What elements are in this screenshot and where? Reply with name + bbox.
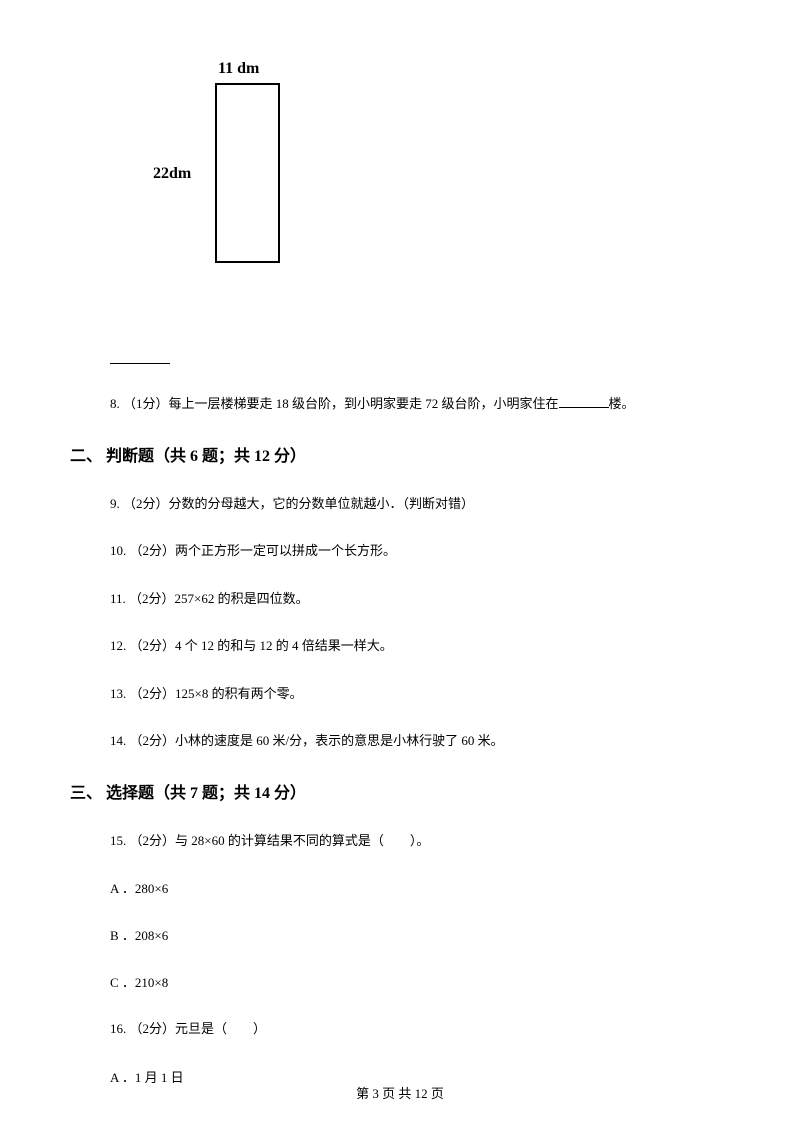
question-13: 13. （2分）125×8 的积有两个零。	[110, 684, 730, 704]
diagram-left-label: 22dm	[153, 165, 191, 183]
q15-option-b: B ．208×6	[110, 925, 730, 944]
question-10: 10. （2分）两个正方形一定可以拼成一个长方形。	[110, 541, 730, 561]
q8-suffix: 楼。	[609, 396, 635, 411]
page-footer: 第 3 页 共 12 页	[0, 1083, 800, 1102]
question-9: 9. （2分）分数的分母越大，它的分数单位就越小．（判断对错）	[110, 494, 730, 514]
section-3-header: 三、 选择题（共 7 题；共 14 分）	[70, 779, 730, 803]
question-12: 12. （2分）4 个 12 的和与 12 的 4 倍结果一样大。	[110, 636, 730, 656]
section-2-header: 二、 判断题（共 6 题；共 12 分）	[70, 442, 730, 466]
question-15-stem: 15. （2分）与 28×60 的计算结果不同的算式是（ ）。	[110, 831, 730, 851]
answer-blank-line	[110, 350, 170, 364]
q15-option-a: A ．280×6	[110, 878, 730, 897]
question-16-stem: 16. （2分）元旦是（ ）	[110, 1019, 730, 1039]
question-14: 14. （2分）小林的速度是 60 米/分，表示的意思是小林行驶了 60 米。	[110, 731, 730, 751]
question-11: 11. （2分）257×62 的积是四位数。	[110, 589, 730, 609]
diagram-top-label: 11 dm	[218, 60, 259, 78]
rectangle-diagram: 11 dm 22dm	[140, 60, 340, 300]
q8-prefix: 8. （1分）每上一层楼梯要走 18 级台阶，到小明家要走 72 级台阶，小明家…	[110, 396, 559, 411]
diagram-rectangle	[215, 83, 280, 263]
question-8: 8. （1分）每上一层楼梯要走 18 级台阶，到小明家要走 72 级台阶，小明家…	[110, 394, 730, 414]
q15-option-c: C ．210×8	[110, 972, 730, 991]
q8-blank	[559, 395, 609, 408]
